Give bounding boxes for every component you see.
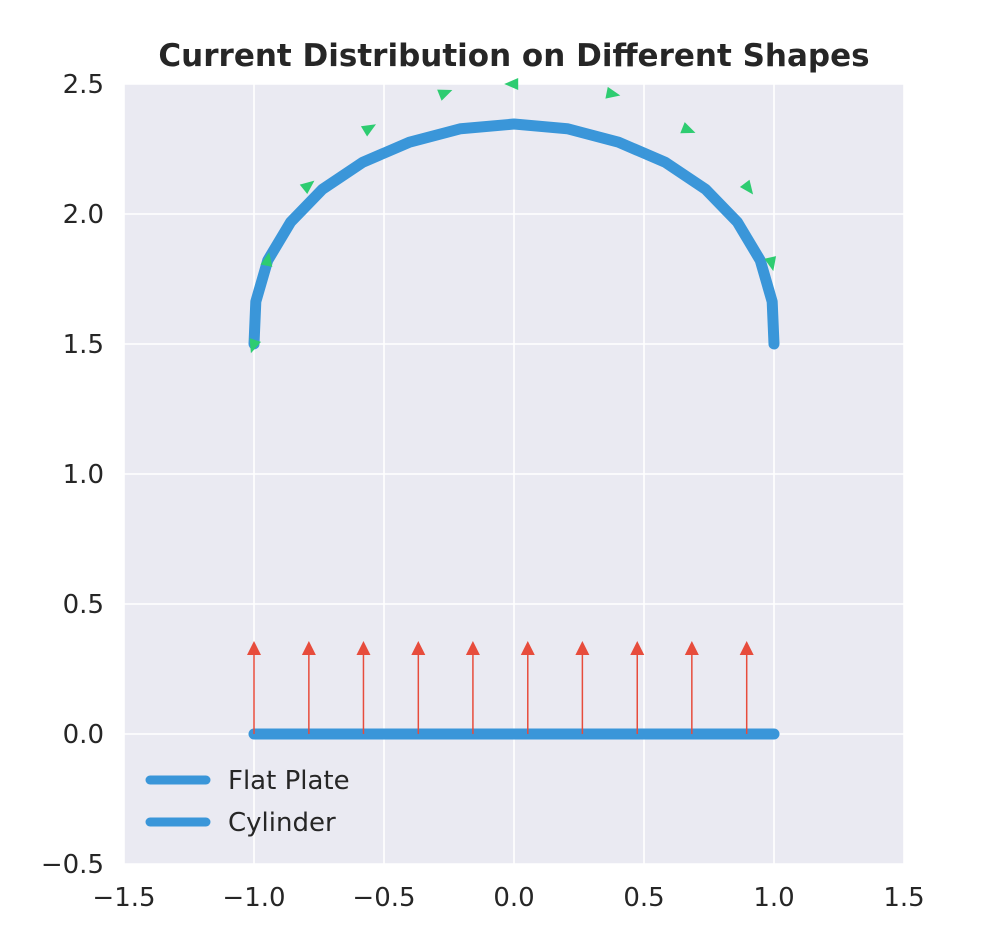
plate-arrow-head <box>247 641 261 655</box>
legend-label-flat-plate: Flat Plate <box>228 766 350 796</box>
x-tick-label: −1.0 <box>222 883 285 913</box>
plate-arrow-head <box>684 641 699 655</box>
x-axis-ticks: −1.5 −1.0 −0.5 0.0 0.5 1.0 1.5 <box>92 883 924 913</box>
plate-arrow-head <box>520 641 535 655</box>
y-axis-ticks: −0.5 0.0 0.5 1.0 1.5 2.0 2.5 <box>41 70 104 880</box>
cylinder-current-arrow <box>504 78 519 90</box>
y-tick-label: 0.5 <box>63 590 104 620</box>
plate-arrow-head <box>356 641 371 655</box>
x-tick-label: −0.5 <box>352 883 415 913</box>
cylinder-current-arrow <box>260 251 273 267</box>
x-tick-label: 0.0 <box>493 883 534 913</box>
legend: Flat Plate Cylinder <box>145 766 350 838</box>
plate-arrow-head <box>301 641 316 655</box>
arrows-group <box>247 78 777 734</box>
y-tick-label: 1.5 <box>63 330 104 360</box>
cylinder-current-arrow <box>299 180 315 195</box>
plate-arrow-head <box>739 641 754 655</box>
cylinder-current-arrow <box>680 122 696 134</box>
plate-arrow-head <box>630 641 645 655</box>
y-tick-label: 0.0 <box>63 720 104 750</box>
cylinder-current-arrow <box>764 256 777 272</box>
chart-title: Current Distribution on Different Shapes <box>158 38 869 74</box>
x-tick-label: 0.5 <box>623 883 664 913</box>
series-group <box>248 118 780 740</box>
cylinder-current-arrow <box>249 338 262 354</box>
x-tick-label: 1.5 <box>883 883 924 913</box>
y-tick-label: 2.5 <box>63 70 104 100</box>
cylinder-current-arrow <box>437 89 453 101</box>
plate-arrow-head <box>575 641 590 655</box>
x-tick-label: 1.0 <box>753 883 794 913</box>
cylinder-current-arrow <box>605 86 621 99</box>
plate-arrow-head <box>465 641 480 655</box>
plate-arrow-head <box>411 641 426 655</box>
cylinder-current-arrow <box>360 124 377 137</box>
series-line-cylinder <box>248 118 780 350</box>
legend-label-cylinder: Cylinder <box>228 808 336 838</box>
y-tick-label: 1.0 <box>63 460 104 490</box>
x-tick-label: −1.5 <box>92 883 155 913</box>
cylinder-current-arrow <box>739 179 754 195</box>
y-tick-label: 2.0 <box>63 200 104 230</box>
y-tick-label: −0.5 <box>41 850 104 880</box>
